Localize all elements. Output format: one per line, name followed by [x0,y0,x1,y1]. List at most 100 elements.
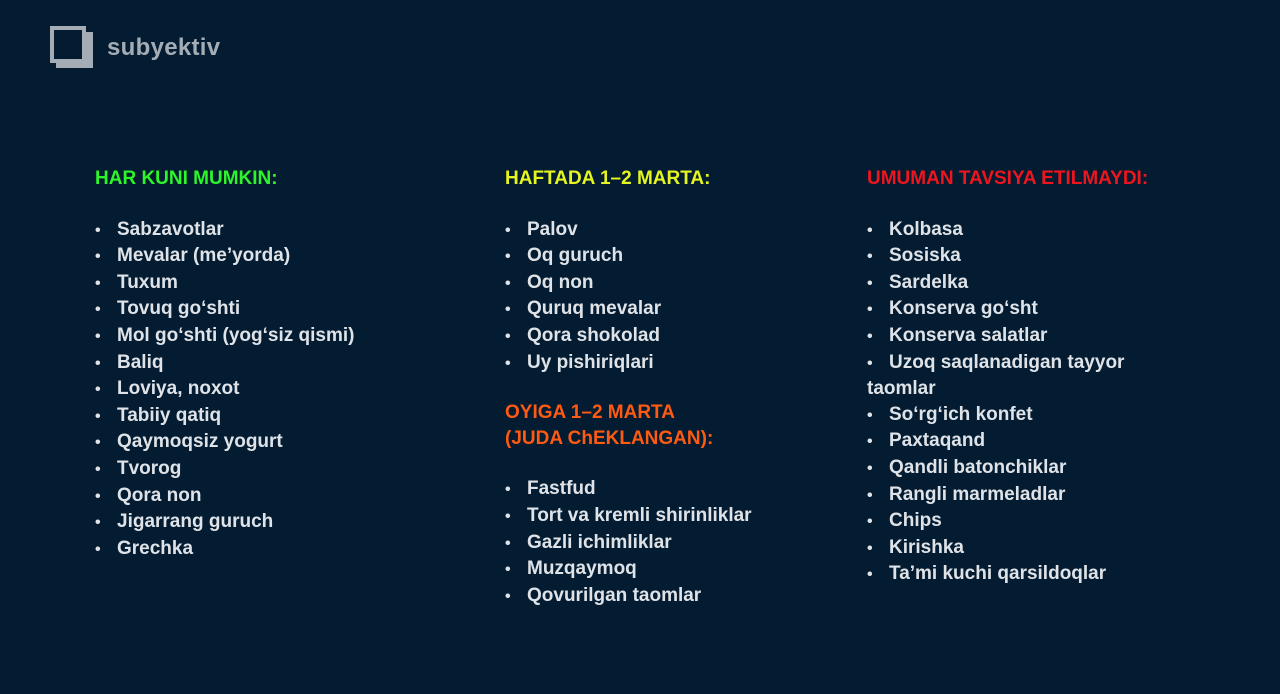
bullet-icon: • [95,327,101,345]
list-item-text: Tovuq go‘shti [117,298,241,320]
bullet-icon: • [867,513,873,531]
brand-name: subyektiv [107,33,221,61]
list-item-text: Kirishka [889,536,964,558]
bullet-icon: • [867,301,873,319]
logo-square-icon [50,26,94,69]
list-item: • Oq non [505,270,845,297]
bullet-icon: • [505,534,511,552]
bullet-icon: • [505,301,511,319]
list-item-text: Tabiiy qatiq [117,404,222,426]
bullet-icon: • [95,514,101,532]
list-item: • Palov [505,217,845,244]
list-item: • Sabzavotlar [95,217,475,244]
list-every-day: • Sabzavotlar • Mevalar (me’yorda) • Tuxum • To… [95,217,475,563]
list-item-text: Qaymoqsiz yogurt [117,431,283,453]
bullet-icon: • [867,354,873,372]
list-item-text: Qora shokolad [527,324,661,346]
list-item-text: Uy pishiriqlari [527,351,654,373]
list-item-text: Fastfud [527,478,596,500]
bullet-icon: • [867,274,873,292]
heading-monthly-line2: (JUDA ChEKLANGAN): [505,427,714,449]
bullet-icon: • [95,248,101,266]
list-item: • Mevalar (me’yorda) [95,243,475,270]
bullet-icon: • [867,566,873,584]
list-item-text: Palov [527,218,578,240]
list-item-text: Quruq mevalar [527,298,662,320]
list-item: • Mol go‘shti (yog‘siz qismi) [95,323,475,350]
list-item-text: Tort va kremli shirinliklar [527,504,752,526]
list-item-text: Tuxum [117,271,178,293]
list-item: • Chips [867,508,1185,535]
heading-every-day: HAR KUNI MUMKIN: [95,168,278,189]
list-item: • Oq guruch [505,243,845,270]
list-item-text: Mol go‘shti (yog‘siz qismi) [117,324,355,346]
list-item-text: Sabzavotlar [117,218,224,240]
list-not-recommended: • Kolbasa • Sosiska • Sardelka • Konserva go‘sh… [867,217,1185,588]
list-item: • Sardelka [867,270,1185,297]
list-item: • Tovuq go‘shti [95,296,475,323]
list-item: • Uy pishiriqlari [505,350,845,377]
bullet-icon: • [505,274,511,292]
bullet-icon: • [867,539,873,557]
list-item-text: Qora non [117,484,202,506]
list-monthly: • Fastfud • Tort va kremli shirinliklar • Gaz… [505,476,845,609]
list-item: • Jigarrang guruch [95,509,475,536]
list-item: • Tabiiy qatiq [95,403,475,430]
bullet-icon: • [505,248,511,266]
list-item-text: Chips [889,510,942,532]
column-every-day: HAR KUNI MUMKIN: • Sabzavotlar • Mevalar (m… [95,166,475,562]
list-item-text: Sardelka [889,271,969,293]
bullet-icon: • [95,381,101,399]
bullet-icon: • [867,406,873,424]
list-item: • Baliq [95,350,475,377]
list-item-text: Paxtaqand [889,430,986,452]
bullet-icon: • [867,327,873,345]
bullet-icon: • [867,486,873,504]
list-item: • Grechka [95,536,475,563]
bullet-icon: • [95,540,101,558]
heading-weekly: HAFTADA 1–2 MARTA: [505,168,711,189]
list-weekly: • Palov • Oq guruch • Oq non • Quruq mevalar • Qo… [505,217,845,377]
list-item: • Gazli ichimliklar [505,530,845,557]
bullet-icon: • [867,433,873,451]
bullet-icon: • [505,481,511,499]
list-item-text: Kolbasa [889,218,963,240]
list-item: • Qora non [95,483,475,510]
list-item: • Loviya, noxot [95,376,475,403]
list-item-text: Oq non [527,271,594,293]
bullet-icon: • [95,274,101,292]
column-not-recommended: UMUMAN TAVSIYA ETILMAYDI: • Kolbasa • Sosis… [867,166,1185,588]
bullet-icon: • [95,221,101,239]
bullet-icon: • [867,459,873,477]
list-item-text: Qandli batonchiklar [889,456,1067,478]
list-item-text: Muzqaymoq [527,558,637,580]
list-item-text: Oq guruch [527,245,624,267]
list-item-text: Jigarrang guruch [117,511,274,533]
column-weekly: HAFTADA 1–2 MARTA: • Palov • Oq guruch • Oq n… [505,166,845,609]
list-item-text: So‘rg‘ich konfet [889,403,1033,425]
list-item-text: Konserva salatlar [889,324,1048,346]
list-item: • Konserva salatlar [867,323,1185,350]
list-item: • Qovurilgan taomlar [505,583,845,610]
list-item: • Qora shokolad [505,323,845,350]
heading-monthly: OYIGA 1–2 MARTA (JUDA ChEKLANGAN): [505,400,845,451]
list-item-text: Baliq [117,351,164,373]
list-item-text: Ta’mi kuchi qarsildoqlar [889,563,1107,585]
bullet-icon: • [95,460,101,478]
bullet-icon: • [867,221,873,239]
list-item: • Tuxum [95,270,475,297]
list-item: • Fastfud [505,476,845,503]
list-item: • Tort va kremli shirinliklar [505,503,845,530]
bullet-icon: • [505,221,511,239]
list-item-text: Rangli marmeladlar [889,483,1066,505]
list-item-text: Konserva go‘sht [889,298,1038,320]
list-item: • Muzqaymoq [505,556,845,583]
list-item-text: Grechka [117,537,194,559]
bullet-icon: • [505,507,511,525]
list-item: • Paxtaqand [867,428,1185,455]
bullet-icon: • [95,407,101,425]
list-item: • So‘rg‘ich konfet [867,402,1185,429]
bullet-icon: • [867,248,873,266]
list-item: • Konserva go‘sht [867,296,1185,323]
list-item: • Uzoq saqlanadigan tayyor taomlar [867,350,1185,402]
